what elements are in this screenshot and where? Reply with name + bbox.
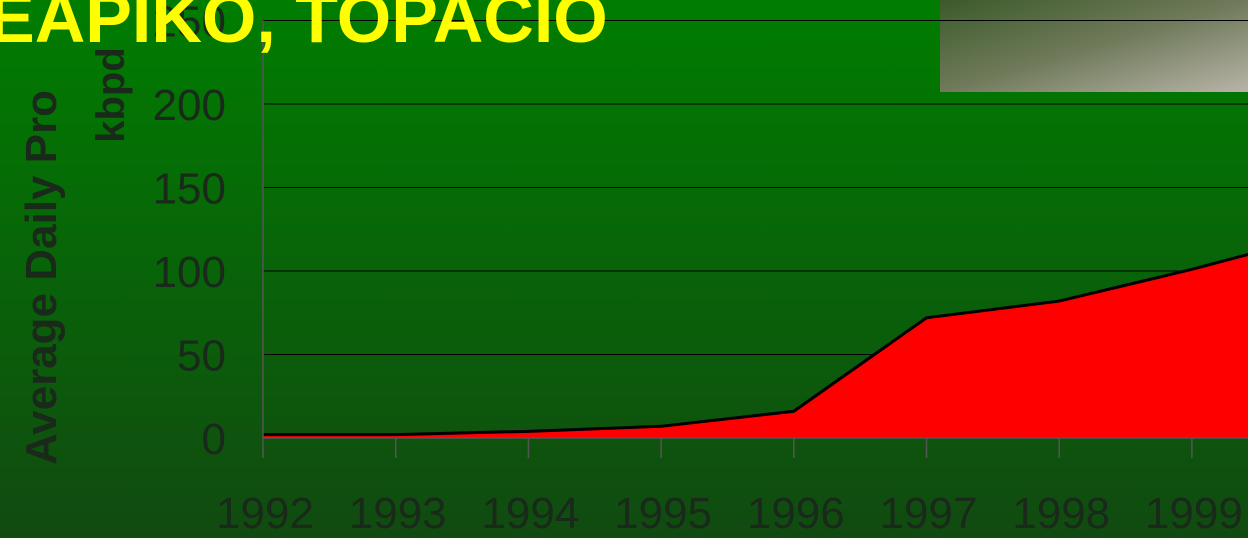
x-tick-label: 1998 [1012,489,1110,538]
y-tick-label: 50 [177,332,226,381]
y-tick-label: 0 [202,415,226,464]
x-tick-label: 1994 [481,489,579,538]
y-tick-label: 100 [153,248,226,297]
chart: 0501001502002501992199319941995199619971… [0,0,1248,538]
y-tick-label: 150 [153,165,226,214]
y-tick-label: 200 [153,81,226,130]
y-axis-label: Average Daily Pro [17,90,66,465]
x-tick-label: 1996 [747,489,845,538]
page: {"chart_data": {"type": "area", "title":… [0,0,1248,538]
x-tick-label: 1992 [216,489,314,538]
photo [940,0,1248,92]
x-tick-label: 1997 [880,489,978,538]
x-tick-label: 1993 [349,489,447,538]
x-tick-label: 1999 [1145,489,1243,538]
x-tick-label: 1995 [614,489,712,538]
y-axis-unit: kbpd [89,47,133,143]
